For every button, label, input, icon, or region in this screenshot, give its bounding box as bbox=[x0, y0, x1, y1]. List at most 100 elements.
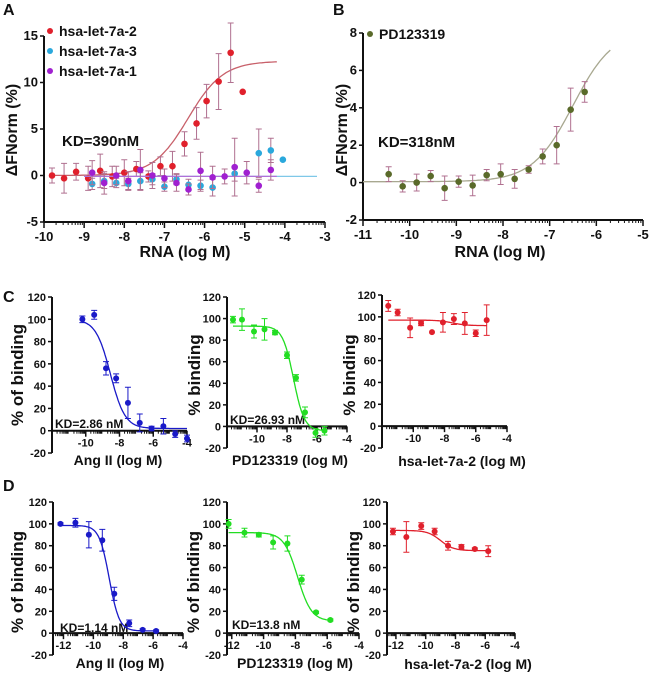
y-tick-label: -20 bbox=[365, 650, 381, 662]
y-tick-label: 120 bbox=[363, 497, 381, 509]
y-tick-label: 60 bbox=[209, 357, 221, 369]
x-tick-label: -4 bbox=[354, 640, 365, 652]
y-tick-label: -20 bbox=[205, 443, 221, 455]
x-tick-label: -10 bbox=[405, 433, 421, 445]
x-axis-label: hsa-let-7a-2 (log M) bbox=[404, 656, 532, 672]
y-tick-label: 60 bbox=[364, 356, 376, 368]
x-axis-label: hsa-let-7a-2 (log M) bbox=[398, 453, 526, 469]
y-tick-label: 15 bbox=[24, 28, 38, 43]
data-point bbox=[239, 88, 247, 96]
x-tick-label: -6 bbox=[148, 438, 158, 450]
y-tick-label: 100 bbox=[203, 314, 221, 326]
data-point bbox=[553, 141, 560, 149]
y-tick-label: 100 bbox=[29, 519, 47, 531]
data-point bbox=[450, 316, 457, 323]
y-tick-label: -20 bbox=[205, 650, 221, 662]
x-tick-label: -10 bbox=[35, 229, 54, 244]
data-point bbox=[88, 169, 96, 177]
chart-c-2: -20 0 20 40 60 80 100 120 -10 -8 -6 -4 Ang II (log M… bbox=[8, 292, 193, 468]
y-tick-label: 40 bbox=[35, 584, 47, 596]
data-point bbox=[284, 352, 290, 359]
data-point bbox=[313, 609, 320, 616]
y-tick-label: 0 bbox=[31, 168, 38, 183]
data-point bbox=[267, 166, 275, 174]
y-tick-label: 0 bbox=[40, 426, 46, 438]
x-tick-label: -4 bbox=[342, 433, 353, 445]
data-point bbox=[215, 78, 222, 85]
data-point bbox=[243, 169, 251, 177]
data-point bbox=[385, 170, 392, 178]
x-axis-label: PD123319 (log M) bbox=[232, 452, 348, 468]
data-point bbox=[439, 319, 446, 326]
data-point bbox=[72, 519, 79, 526]
legend-label: PD123319 bbox=[379, 26, 445, 42]
data-point bbox=[241, 529, 248, 536]
y-tick-label: 20 bbox=[364, 399, 376, 411]
data-point bbox=[441, 184, 448, 192]
data-point bbox=[221, 173, 228, 180]
x-tick-label: -10 bbox=[78, 438, 94, 450]
y-tick-label: 80 bbox=[369, 541, 381, 553]
y-tick-label: 20 bbox=[369, 606, 381, 618]
data-point bbox=[399, 183, 406, 190]
data-point bbox=[160, 423, 167, 430]
data-point bbox=[407, 324, 414, 331]
chart-c-4: -20 0 20 40 60 80 100 120 -10 -8 -6 -4 hsa-let-7a-2 … bbox=[340, 290, 526, 469]
y-tick-label: 2 bbox=[350, 137, 357, 152]
y-axis-label: % of binding bbox=[344, 531, 363, 633]
data-point bbox=[149, 172, 156, 179]
data-point bbox=[79, 316, 86, 323]
data-point bbox=[96, 167, 104, 175]
data-point bbox=[231, 163, 238, 171]
legend-marker bbox=[47, 68, 53, 74]
y-tick-label: 100 bbox=[358, 312, 376, 324]
y-tick-label: 120 bbox=[28, 292, 46, 304]
data-point bbox=[385, 302, 392, 309]
data-point bbox=[157, 162, 164, 170]
data-point bbox=[312, 429, 319, 436]
y-tick-label: 100 bbox=[363, 519, 381, 531]
y-tick-label: 80 bbox=[35, 541, 47, 553]
y-tick-label: 120 bbox=[203, 292, 221, 304]
data-point bbox=[185, 186, 192, 193]
data-point bbox=[472, 330, 479, 337]
x-tick-label: -6 bbox=[471, 433, 481, 445]
data-point bbox=[445, 542, 452, 549]
x-tick-label: -5 bbox=[637, 227, 649, 242]
kd-annotation: KD=2.86 nM bbox=[55, 417, 123, 431]
series-0 bbox=[363, 49, 611, 201]
y-tick-label: 60 bbox=[369, 563, 381, 575]
data-point bbox=[113, 375, 120, 382]
y-tick-label: 40 bbox=[364, 377, 376, 389]
x-axis-label: PD123319 (log M) bbox=[237, 655, 353, 671]
data-point bbox=[103, 365, 109, 372]
data-point bbox=[225, 520, 232, 527]
y-tick-label: 60 bbox=[34, 359, 46, 371]
x-tick-label: -12 bbox=[388, 640, 404, 652]
data-point bbox=[136, 419, 143, 426]
kd-annotation: KD=13.8 nM bbox=[232, 618, 300, 632]
y-tick-label: -5 bbox=[26, 214, 38, 229]
data-point bbox=[100, 179, 108, 187]
x-tick-label: -6 bbox=[148, 640, 158, 652]
data-point bbox=[209, 174, 216, 181]
data-point bbox=[193, 120, 200, 127]
data-point bbox=[270, 539, 277, 546]
data-point bbox=[394, 309, 401, 316]
y-tick-label: 20 bbox=[35, 606, 47, 618]
y-tick-label: 100 bbox=[203, 519, 221, 531]
data-point bbox=[403, 533, 410, 540]
kd-annotation: KD=390nM bbox=[62, 133, 139, 150]
data-point bbox=[418, 320, 425, 327]
y-tick-label: 120 bbox=[358, 290, 376, 302]
data-point bbox=[230, 316, 236, 323]
data-point bbox=[427, 172, 434, 180]
data-point bbox=[125, 177, 132, 185]
x-axis-label: Ang II (log M) bbox=[74, 452, 163, 468]
data-point bbox=[172, 431, 179, 438]
legend-marker bbox=[47, 28, 53, 34]
x-tick-label: -8 bbox=[118, 640, 128, 652]
data-point bbox=[469, 182, 476, 189]
data-point bbox=[60, 174, 68, 182]
chart-b-1: -2 0 2 4 6 8 -11 -10 -9 -8 -7 -6 -5 RNA (log M) ΔFNorm… bbox=[334, 25, 649, 261]
